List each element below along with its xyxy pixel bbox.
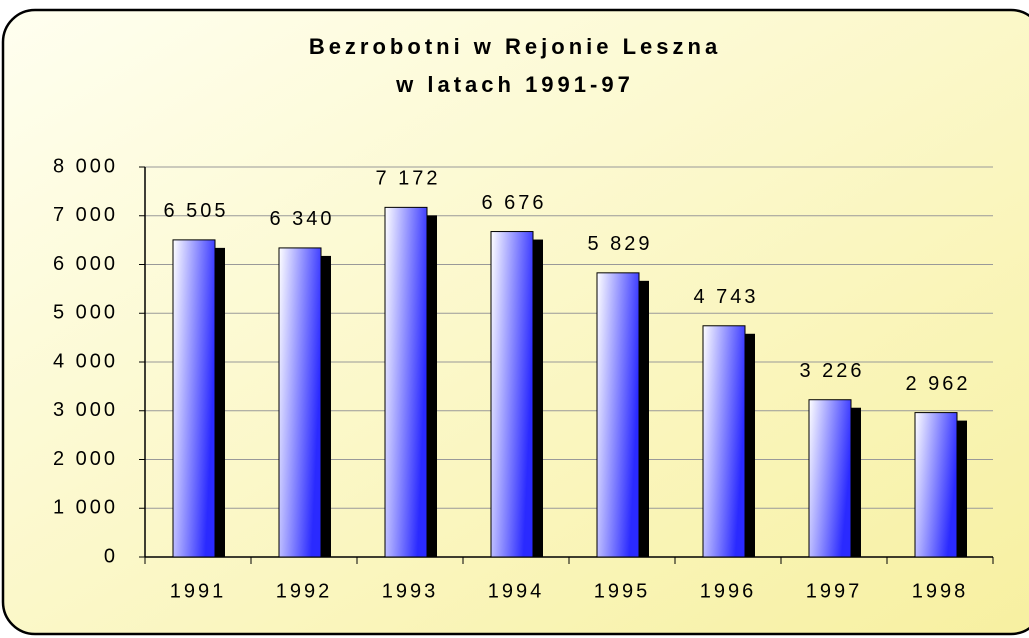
y-tick-label: 8 000 — [53, 155, 118, 177]
x-tick-label: 1992 — [276, 580, 333, 602]
value-label: 2 962 — [905, 373, 970, 395]
x-tick-label: 1998 — [912, 580, 969, 602]
y-tick-label: 5 000 — [53, 302, 118, 324]
value-label: 5 829 — [587, 233, 652, 255]
x-tick-label: 1994 — [488, 580, 545, 602]
bar — [172, 239, 216, 558]
value-label: 6 340 — [269, 208, 334, 230]
bar — [490, 231, 534, 558]
y-tick-label: 0 — [104, 545, 118, 567]
x-tick-label: 1997 — [806, 580, 863, 602]
value-label: 3 226 — [799, 360, 864, 382]
bar — [702, 325, 746, 558]
bar — [808, 399, 852, 558]
y-tick-label: 6 000 — [53, 253, 118, 275]
bar — [278, 247, 322, 558]
chart-subtitle: w latach 1991-97 — [395, 72, 634, 97]
bar — [384, 206, 428, 558]
y-tick-label: 7 000 — [53, 204, 118, 226]
bar — [596, 272, 640, 558]
chart-title: Bezrobotni w Rejonie Leszna — [309, 34, 721, 59]
y-tick-label: 4 000 — [53, 350, 118, 372]
value-label: 4 743 — [693, 286, 758, 308]
x-tick-label: 1991 — [170, 580, 227, 602]
value-label: 7 172 — [375, 168, 440, 190]
x-tick-label: 1993 — [382, 580, 439, 602]
bar — [914, 412, 958, 558]
y-tick-label: 1 000 — [53, 497, 118, 519]
x-tick-label: 1995 — [594, 580, 651, 602]
x-tick-label: 1996 — [700, 580, 757, 602]
y-tick-label: 3 000 — [53, 399, 118, 421]
value-label: 6 676 — [481, 192, 546, 214]
value-label: 6 505 — [163, 200, 228, 222]
y-tick-label: 2 000 — [53, 448, 118, 470]
